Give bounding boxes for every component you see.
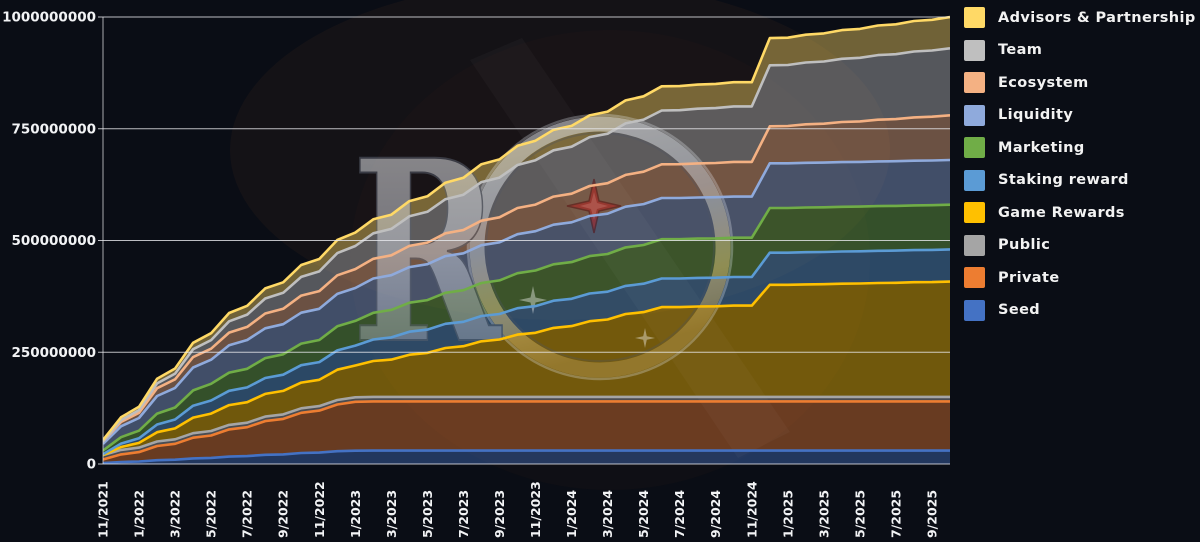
legend-item-staking-reward[interactable]: Staking reward xyxy=(964,169,1200,191)
legend-item-marketing[interactable]: Marketing xyxy=(964,137,1200,158)
x-tick-label: 1/2023 xyxy=(348,490,363,538)
legend-label: Team xyxy=(998,42,1043,58)
legend-swatch-public xyxy=(964,234,985,256)
x-tick-label: 11/2021 xyxy=(96,481,111,538)
x-tick-label: 9/2023 xyxy=(492,490,507,538)
series-area-marketing[interactable] xyxy=(103,204,950,455)
legend: Advisors & Partnership Team Ecosystem Liqui… xyxy=(964,7,1200,332)
x-tick-label: 5/2023 xyxy=(420,490,435,538)
x-tick-label: 7/2023 xyxy=(456,490,471,538)
x-tick-label: 11/2023 xyxy=(528,481,543,538)
x-tick-label: 3/2025 xyxy=(816,490,831,538)
series-area-private[interactable] xyxy=(103,401,950,464)
x-tick-label: 5/2025 xyxy=(852,490,867,538)
logo-ring-inner xyxy=(485,132,715,362)
legend-label: Ecosystem xyxy=(998,74,1089,91)
series-area-team[interactable] xyxy=(103,48,950,442)
stacked-areas xyxy=(103,17,950,464)
legend-item-team[interactable]: Team xyxy=(964,39,1200,61)
x-axis-labels: 11/2021 1/2022 3/2022 5/2022 7/2022 9/2022 11/… xyxy=(96,481,940,538)
logo-letter-r: R xyxy=(351,106,502,400)
legend-label: Private xyxy=(998,269,1060,286)
y-axis-labels: 1000000000 750000000 500000000 250000000 0 xyxy=(2,10,96,473)
x-tick-label: 1/2024 xyxy=(564,490,579,538)
legend-item-ecosystem[interactable]: Ecosystem xyxy=(964,72,1200,93)
legend-item-liquidity[interactable]: Liquidity xyxy=(964,104,1200,126)
legend-label: Game Rewards xyxy=(998,204,1125,221)
series-line-ecosystem[interactable] xyxy=(103,114,950,443)
legend-swatch-staking-reward xyxy=(964,169,985,191)
x-tick-label: 1/2025 xyxy=(780,490,795,538)
series-line-private[interactable] xyxy=(103,400,950,461)
x-tick-label: 7/2022 xyxy=(240,490,255,538)
series-line-liquidity[interactable] xyxy=(103,158,950,445)
x-tick-label: 5/2024 xyxy=(636,490,651,538)
series-line-public[interactable] xyxy=(103,395,950,457)
x-tick-label: 3/2024 xyxy=(600,490,615,538)
y-tick-label: 250000000 xyxy=(11,345,96,361)
x-tick-label: 3/2022 xyxy=(168,490,183,538)
logo-ring-outer xyxy=(466,113,734,381)
series-line-staking-reward[interactable] xyxy=(103,248,950,456)
legend-swatch-team xyxy=(964,39,985,61)
legend-item-private[interactable]: Private xyxy=(964,267,1200,288)
legend-swatch-ecosystem xyxy=(964,72,985,93)
series-area-game-rewards[interactable] xyxy=(103,281,950,456)
legend-swatch-advisors-partnership xyxy=(964,7,985,28)
legend-item-game-rewards[interactable]: Game Rewards xyxy=(964,202,1200,223)
x-tick-label: 11/2024 xyxy=(744,481,759,538)
series-outlines xyxy=(103,15,950,464)
legend-item-advisors-partnership[interactable]: Advisors & Partnership xyxy=(964,7,1200,28)
legend-swatch-marketing xyxy=(964,137,985,158)
logo-red-star-icon xyxy=(566,178,622,234)
series-line-marketing[interactable] xyxy=(103,203,950,452)
x-tick-label: 3/2023 xyxy=(384,490,399,538)
x-tick-label: 5/2022 xyxy=(204,490,219,538)
legend-item-seed[interactable]: Seed xyxy=(964,299,1200,321)
series-line-advisors-partnership[interactable] xyxy=(103,15,950,441)
y-tick-label: 750000000 xyxy=(11,121,96,137)
legend-swatch-liquidity xyxy=(964,104,985,126)
legend-label: Seed xyxy=(998,302,1041,318)
series-line-team[interactable] xyxy=(103,47,950,443)
series-area-staking-reward[interactable] xyxy=(103,249,950,456)
y-tick-label: 1000000000 xyxy=(2,10,96,26)
series-line-seed[interactable] xyxy=(103,449,950,464)
series-area-liquidity[interactable] xyxy=(103,160,950,451)
gridlines xyxy=(98,16,950,465)
legend-swatch-seed xyxy=(964,299,985,321)
y-tick-label: 500000000 xyxy=(11,233,96,249)
legend-label: Staking reward xyxy=(998,172,1129,188)
series-line-game-rewards[interactable] xyxy=(103,280,950,457)
x-tick-label: 9/2025 xyxy=(924,490,939,538)
legend-label: Marketing xyxy=(998,139,1085,156)
x-tick-label: 9/2022 xyxy=(276,490,291,538)
legend-label: Public xyxy=(998,237,1051,253)
x-tick-label: 7/2025 xyxy=(888,490,903,538)
legend-label: Liquidity xyxy=(998,107,1074,123)
sparkles xyxy=(519,286,655,348)
legend-label: Advisors & Partnership xyxy=(998,9,1196,26)
legend-swatch-private xyxy=(964,267,985,288)
x-tick-label: 11/2022 xyxy=(312,481,327,538)
x-tick-label: 9/2024 xyxy=(708,490,723,538)
x-tick-label: 1/2022 xyxy=(132,490,147,538)
y-tick-label: 0 xyxy=(87,457,96,473)
series-area-ecosystem[interactable] xyxy=(103,115,950,444)
legend-item-public[interactable]: Public xyxy=(964,234,1200,256)
logo-watermark: R xyxy=(351,105,734,401)
x-tick-label: 7/2024 xyxy=(672,490,687,538)
legend-swatch-game-rewards xyxy=(964,202,985,223)
